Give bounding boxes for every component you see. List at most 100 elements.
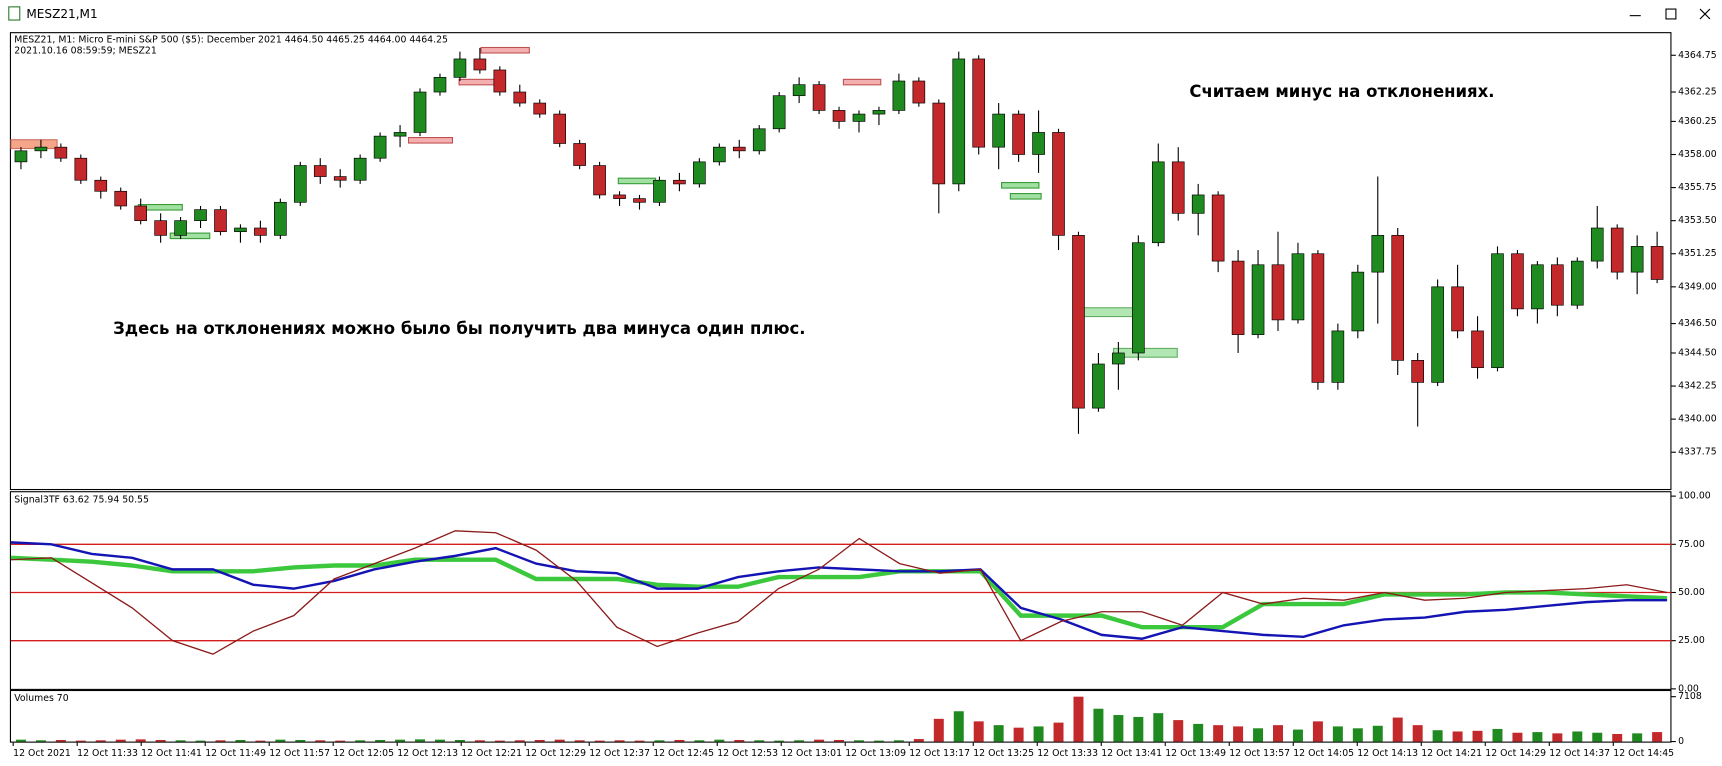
volume-bar (15, 739, 26, 742)
volume-bar (933, 718, 944, 742)
x-tick-label: 12 Oct 11:41 (141, 748, 202, 759)
candle-body (333, 176, 347, 181)
candle-body (94, 179, 108, 192)
x-tick-label: 12 Oct 13:01 (781, 748, 842, 759)
volume-bar (1093, 708, 1104, 742)
volume-bar (854, 740, 864, 742)
volume-bar (1273, 725, 1283, 742)
x-tick-label: 12 Oct 12:37 (589, 748, 650, 759)
volume-bar (1253, 728, 1264, 742)
x-tick-label: 12 Oct 12:45 (653, 748, 714, 759)
zone-boxes (10, 46, 1178, 358)
volume-bar (834, 739, 845, 742)
maximize-button[interactable] (1665, 8, 1677, 20)
x-tick-label: 12 Oct 13:09 (845, 748, 906, 759)
volume-bar (1033, 726, 1044, 742)
volume-bar (1352, 728, 1363, 742)
volume-bar (1552, 733, 1563, 742)
candle-body (972, 58, 986, 148)
candle-body (713, 146, 726, 163)
x-tick-label: 12 Oct 14:05 (1293, 748, 1354, 759)
volume-bar (754, 740, 765, 742)
candle-body (1171, 161, 1185, 214)
candle-body (293, 165, 307, 203)
y-tick-label: 0 (1678, 736, 1684, 747)
candle-body (1211, 194, 1225, 262)
close-button[interactable] (1699, 8, 1711, 20)
candle-body (653, 179, 666, 203)
candle-body (1231, 260, 1245, 335)
volume-bar (55, 739, 66, 742)
x-tick-label: 12 Oct 12:05 (333, 748, 394, 759)
y-tick-label: 4340.00 (1678, 414, 1717, 425)
candle-body (992, 113, 1005, 148)
volume-bar (1193, 723, 1204, 742)
candle-body (912, 80, 926, 104)
volume-bar (993, 725, 1004, 742)
volume-bar (873, 740, 884, 742)
indicator-line (10, 530, 1668, 655)
x-tick-label: 12 Oct 12:53 (717, 748, 778, 759)
volume-bar (454, 739, 465, 742)
volume-bar (1452, 731, 1463, 742)
y-tick-label: 4362.25 (1678, 87, 1717, 98)
x-tick-label: 12 Oct 13:41 (1101, 748, 1162, 759)
volume-bar (1053, 722, 1064, 742)
x-tick-label: 12 Oct 13:57 (1229, 748, 1290, 759)
candle-body (1052, 132, 1065, 236)
volume-bar (794, 740, 805, 742)
y-tick-label: 4351.25 (1678, 248, 1717, 259)
volume-bar (614, 740, 625, 742)
candle-body (752, 128, 766, 152)
candle-body (373, 135, 387, 159)
y-tick-label: 4364.75 (1678, 50, 1717, 61)
y-tick-label: 75.00 (1678, 539, 1705, 550)
volume-bar (255, 740, 266, 742)
candle-body (1511, 253, 1524, 310)
candle-body (1251, 264, 1265, 335)
candle-body (1391, 235, 1405, 361)
volume-bar (295, 739, 306, 742)
candle-body (872, 110, 886, 115)
pane-frames (9, 32, 1672, 743)
x-tick-label: 12 Oct 14:13 (1357, 748, 1418, 759)
candle-body (1191, 194, 1205, 214)
x-tick-label: 12 Oct 14:29 (1485, 748, 1546, 759)
annotation: Здесь на отклонениях можно было бы получ… (113, 319, 805, 338)
candle-body (1271, 264, 1285, 321)
candle-body (1291, 253, 1305, 321)
candle-body (533, 102, 547, 115)
candle-body (54, 146, 68, 159)
volume-bar (734, 739, 745, 742)
candle-body (553, 113, 567, 144)
volume-bar (1492, 728, 1503, 742)
y-tick-label: 50.00 (1678, 587, 1705, 598)
volume-bar (155, 739, 166, 742)
volume-bar (1612, 733, 1623, 742)
y-tick-label: 7108 (1678, 691, 1702, 702)
volume-bar (355, 740, 366, 742)
volume-bar (674, 739, 685, 742)
candle-body (1411, 360, 1424, 383)
volume-bar (275, 739, 286, 742)
candle-body (74, 157, 88, 181)
x-tick-label: 12 Oct 13:49 (1165, 748, 1226, 759)
volume-bar (893, 740, 904, 742)
volume-bar (375, 739, 386, 742)
candle-body (1092, 363, 1105, 409)
candle-body (812, 84, 826, 111)
window-title: MESZ21,M1 (26, 7, 97, 21)
candle-body (932, 102, 946, 185)
candle-body (1570, 260, 1584, 306)
y-tick-label: 4353.50 (1678, 215, 1717, 226)
candle-body (513, 91, 527, 104)
volume-bar (335, 740, 346, 742)
candle-body (433, 76, 447, 93)
volume-bar (634, 740, 645, 742)
candle-body (214, 209, 227, 233)
volume-bar (1592, 732, 1603, 742)
candle-body (453, 58, 467, 78)
volume-bar (1632, 733, 1643, 742)
